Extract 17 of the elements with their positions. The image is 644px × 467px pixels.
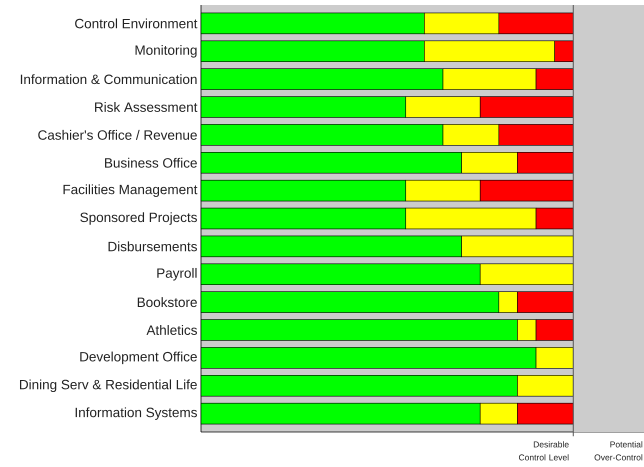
y-tick-label: Dining Serv & Residential Life <box>20 379 197 392</box>
y-tick-label: Risk Assessment <box>95 102 198 112</box>
y-tick-label: Cashier's Office / Revenue <box>38 130 197 140</box>
y-tick-label: Athletics <box>146 325 197 335</box>
band-label: Potential Over-Control <box>594 441 642 460</box>
y-tick-label: Disbursements <box>108 241 197 252</box>
y-tick-label: Business Office <box>105 158 197 168</box>
y-tick-label: Information & Communication <box>20 74 197 84</box>
y-tick-label: Control Environment <box>75 18 198 28</box>
ref-line-label: Desirable Control Level <box>518 441 569 460</box>
y-tick-label: Payroll <box>157 268 197 281</box>
y-tick-label: Information Systems <box>76 407 197 420</box>
y-tick-label: Sponsored Projects <box>80 212 197 225</box>
y-tick-label: Facilities Management <box>64 184 198 197</box>
y-tick-label: Bookstore <box>138 297 197 308</box>
y-tick-label: Monitoring <box>136 44 197 58</box>
y-tick-label: Development Office <box>80 352 197 364</box>
